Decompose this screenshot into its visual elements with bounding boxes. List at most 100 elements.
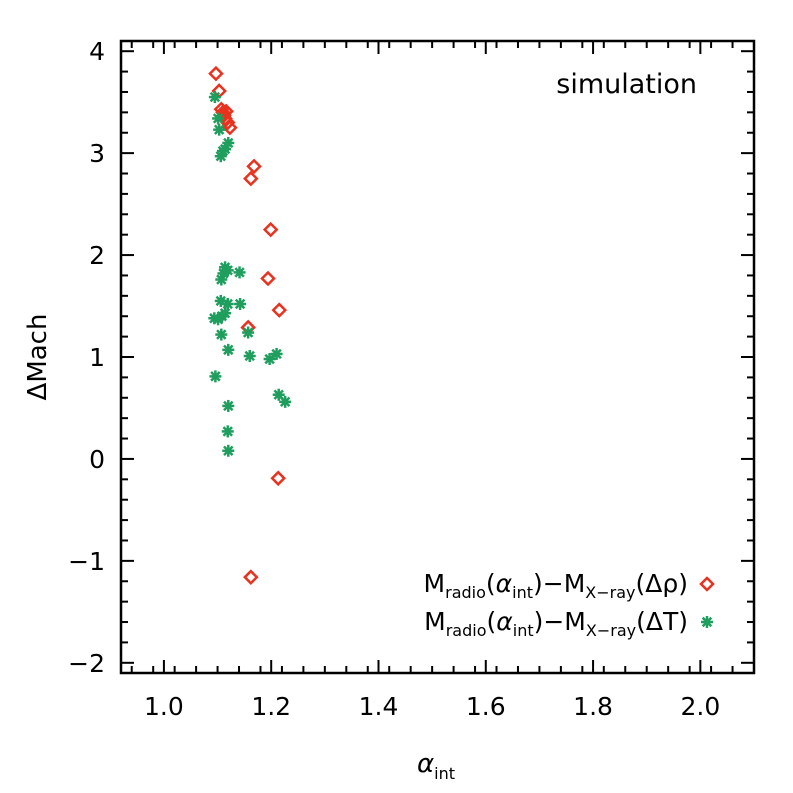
asterisk-point [209,370,222,383]
asterisk-stroke [234,267,245,278]
asterisk-stroke [264,353,275,365]
asterisk-point [222,399,235,412]
y-tick-label: 3 [89,139,105,168]
legend: Mradio(αint)−MX−ray(Δρ) Mradio(αint)−MX−… [424,569,715,640]
x-tick-labels: 1.0 1.2 1.4 1.6 1.8 2.0 [144,692,720,721]
asterisk-point [242,326,255,339]
x-tick-label: 1.0 [144,692,184,721]
asterisk-point [263,353,276,366]
diamond-point [270,470,286,487]
legend-1-open: ( [486,569,496,598]
asterisk-point [222,136,235,149]
legend-1-sub2: X−ray [585,583,635,602]
legend-diamond [699,576,715,592]
asterisk-stroke [222,426,233,437]
asterisk-stroke [223,400,234,412]
asterisk-point [222,444,235,457]
legend-1-close: )−M [533,569,585,598]
diamond-point [260,270,276,287]
asterisk-point [222,343,235,356]
legend-2-alpha: α [496,607,513,636]
diamond-point [219,114,236,131]
asterisk-stroke [223,344,234,356]
asterisk-point [213,123,226,136]
x-tick-label: 1.4 [359,692,399,721]
asterisk-point [215,328,228,341]
asterisk-point [221,425,234,438]
legend-marker-asterisk [701,616,713,628]
y-axis-title: ΔMach [23,314,53,401]
asterisk-stroke [215,295,226,307]
asterisk-stroke [216,329,227,340]
asterisk-point [243,349,256,362]
legend-1-alpha: α [496,569,513,598]
asterisk-stroke [219,307,231,319]
diamond-point [262,221,279,238]
asterisk-stroke [244,350,255,362]
asterisk-stroke [234,298,246,310]
y-tick-label: −2 [68,649,105,678]
legend-text-density: Mradio(αint)−MX−ray(Δρ) [424,569,688,602]
asterisk-point [279,395,292,408]
asterisk-stroke [209,91,221,103]
legend-1-subint: int [512,583,533,602]
x-axis-title-sub: int [434,764,455,783]
asterisk-stroke [223,137,234,149]
asterisk-stroke [223,445,234,456]
x-tick-label: 2.0 [680,692,720,721]
legend-2-open: ( [487,607,497,636]
y-tick-label: 1 [89,343,105,372]
diamond-point [222,119,238,136]
asterisk-point [208,91,221,104]
asterisk-stroke [242,327,254,338]
asterisk-stroke [271,348,282,360]
asterisk-point [221,297,234,310]
diamond-point [208,65,224,82]
asterisk-point [219,143,232,156]
asterisk-stroke [212,113,224,124]
asterisk-stroke [213,124,225,135]
asterisk-point [233,266,246,279]
asterisk-stroke [222,298,233,310]
asterisk-point [221,264,234,277]
legend-2-close: )−M [534,607,586,636]
data-points [208,65,292,585]
y-tick-labels: −2 −1 0 1 2 3 4 [68,37,105,678]
asterisk-point [212,112,225,125]
annotation-simulation: simulation [556,69,697,100]
diamond-point [246,158,262,175]
legend-1-m1: M [424,569,446,598]
legend-text-temperature: Mradio(αint)−MX−ray(ΔT) [424,607,688,640]
legend-2-sub2: X−ray [586,621,636,640]
y-tick-label: 4 [89,37,105,66]
y-tick-label: −1 [68,547,105,576]
diamond-point [243,569,259,585]
asterisk-stroke [273,389,284,400]
asterisk-stroke [222,265,233,276]
x-axis-title: αint [417,749,455,783]
legend-marker-diamond [699,576,715,592]
x-tick-label: 1.8 [573,692,613,721]
asterisk-point [270,347,283,360]
diamond-point [243,170,259,187]
axis-ticks [121,41,754,673]
asterisk-point [219,307,232,320]
x-tick-label: 1.6 [466,692,506,721]
y-tick-label: 0 [89,445,105,474]
legend-1-tail: (Δρ) [636,569,688,598]
legend-asterisk [701,616,713,628]
x-tick-label: 1.2 [251,692,291,721]
legend-2-subint: int [513,621,534,640]
asterisk-stroke [210,371,221,382]
legend-2-m1: M [424,607,446,636]
asterisk-stroke [279,396,291,408]
diamond-point [271,302,288,318]
legend-2-tail: (ΔT) [636,607,688,636]
asterisk-point [234,297,247,310]
x-axis-title-symbol: α [417,749,434,779]
asterisk-stroke [701,616,713,628]
legend-1-sub1: radio [445,583,486,602]
legend-2-sub1: radio [446,621,487,640]
y-tick-label: 2 [89,241,105,270]
